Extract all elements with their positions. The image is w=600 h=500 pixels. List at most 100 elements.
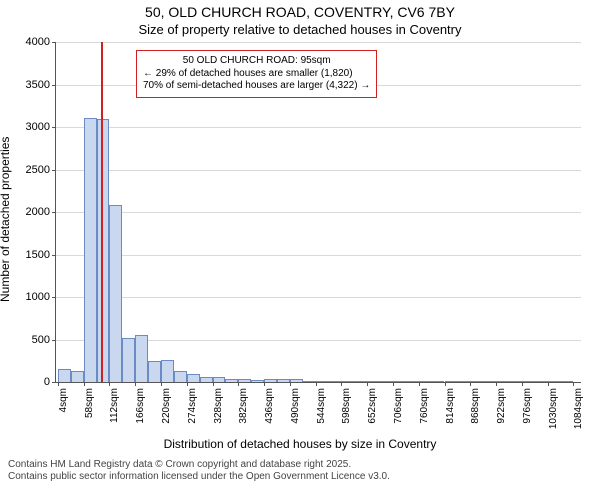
- gridline: [56, 170, 581, 171]
- x-tick-mark: [161, 382, 162, 386]
- histogram-bar: [380, 381, 393, 382]
- histogram-bar: [238, 379, 251, 382]
- histogram-bar: [560, 381, 573, 382]
- x-tick-mark: [522, 382, 523, 386]
- y-axis-label: Number of detached properties: [0, 137, 12, 302]
- x-tick-mark: [393, 382, 394, 386]
- x-tick-mark: [238, 382, 239, 386]
- histogram-bar: [548, 381, 561, 382]
- x-tick-mark: [58, 382, 59, 386]
- x-tick-label: 436sqm: [264, 388, 275, 424]
- x-tick-mark: [213, 382, 214, 386]
- y-tick-label: 500: [32, 334, 50, 346]
- chart-title: 50, OLD CHURCH ROAD, COVENTRY, CV6 7BY: [0, 4, 600, 20]
- x-tick-mark: [264, 382, 265, 386]
- histogram-bar: [432, 381, 445, 382]
- x-tick-label: 1084sqm: [573, 388, 584, 429]
- x-tick-label: 544sqm: [316, 388, 327, 424]
- x-tick-label: 58sqm: [84, 388, 95, 418]
- histogram-bar: [303, 381, 316, 382]
- x-tick-mark: [135, 382, 136, 386]
- histogram-bar: [290, 379, 303, 382]
- x-tick-mark: [187, 382, 188, 386]
- histogram-bar: [354, 381, 367, 382]
- footer-line-1: Contains HM Land Registry data © Crown c…: [8, 459, 351, 470]
- histogram-bar: [483, 381, 496, 382]
- histogram-bar: [367, 381, 380, 382]
- y-tick-label: 2500: [26, 164, 50, 176]
- x-tick-mark: [316, 382, 317, 386]
- x-tick-label: 706sqm: [393, 388, 404, 424]
- x-tick-label: 274sqm: [187, 388, 198, 424]
- x-tick-mark: [109, 382, 110, 386]
- annotation-line: 50 OLD CHURCH ROAD: 95sqm: [143, 55, 370, 68]
- histogram-bar: [341, 381, 354, 382]
- x-tick-label: 598sqm: [341, 388, 352, 424]
- y-tick-label: 3500: [26, 79, 50, 91]
- histogram-bar: [213, 377, 226, 382]
- annotation-line: ← 29% of detached houses are smaller (1,…: [143, 68, 370, 81]
- histogram-bar: [457, 381, 470, 382]
- histogram-bar: [445, 381, 458, 382]
- y-tick-mark: [52, 127, 56, 128]
- footer-line-2: Contains public sector information licen…: [8, 471, 390, 482]
- y-tick-label: 2000: [26, 206, 50, 218]
- histogram-bar: [406, 381, 419, 382]
- x-tick-label: 4sqm: [58, 388, 69, 412]
- x-tick-label: 328sqm: [213, 388, 224, 424]
- histogram-bar: [496, 381, 509, 382]
- annotation-line: 70% of semi-detached houses are larger (…: [143, 80, 370, 93]
- x-axis-label: Distribution of detached houses by size …: [0, 437, 600, 451]
- histogram-bar: [187, 374, 200, 383]
- y-tick-mark: [52, 297, 56, 298]
- histogram-bar: [316, 381, 329, 382]
- marker-line: [101, 42, 103, 382]
- histogram-bar: [522, 381, 535, 382]
- histogram-bar: [470, 381, 483, 382]
- x-tick-mark: [341, 382, 342, 386]
- histogram-bar: [200, 377, 213, 382]
- x-tick-label: 652sqm: [367, 388, 378, 424]
- y-tick-label: 3000: [26, 121, 50, 133]
- x-tick-label: 112sqm: [109, 388, 120, 423]
- y-tick-mark: [52, 212, 56, 213]
- chart-container: 50, OLD CHURCH ROAD, COVENTRY, CV6 7BY S…: [0, 0, 600, 500]
- histogram-bar: [135, 335, 148, 382]
- x-tick-mark: [548, 382, 549, 386]
- histogram-bar: [161, 360, 174, 382]
- histogram-bar: [419, 381, 432, 382]
- histogram-bar: [277, 379, 290, 382]
- x-tick-label: 382sqm: [238, 388, 249, 424]
- x-tick-label: 490sqm: [290, 388, 301, 424]
- x-tick-mark: [496, 382, 497, 386]
- y-tick-label: 4000: [26, 36, 50, 48]
- x-tick-label: 220sqm: [161, 388, 172, 424]
- gridline: [56, 297, 581, 298]
- histogram-bar: [535, 381, 548, 382]
- histogram-bar: [109, 205, 122, 382]
- x-tick-label: 760sqm: [419, 388, 430, 424]
- histogram-bar: [264, 379, 277, 382]
- y-tick-label: 1500: [26, 249, 50, 261]
- y-tick-label: 1000: [26, 291, 50, 303]
- x-tick-mark: [445, 382, 446, 386]
- histogram-bar: [122, 338, 135, 382]
- x-tick-mark: [367, 382, 368, 386]
- x-tick-label: 976sqm: [522, 388, 533, 424]
- histogram-bar: [148, 361, 161, 382]
- x-tick-label: 166sqm: [135, 388, 146, 424]
- annotation-box: 50 OLD CHURCH ROAD: 95sqm← 29% of detach…: [136, 50, 377, 98]
- histogram-bar: [329, 381, 342, 382]
- histogram-bar: [393, 381, 406, 382]
- y-tick-mark: [52, 85, 56, 86]
- x-tick-label: 922sqm: [496, 388, 507, 424]
- x-tick-mark: [419, 382, 420, 386]
- gridline: [56, 212, 581, 213]
- y-tick-mark: [52, 382, 56, 383]
- x-tick-mark: [573, 382, 574, 386]
- y-tick-mark: [52, 255, 56, 256]
- gridline: [56, 42, 581, 43]
- x-tick-mark: [290, 382, 291, 386]
- gridline: [56, 255, 581, 256]
- histogram-bar: [225, 379, 238, 382]
